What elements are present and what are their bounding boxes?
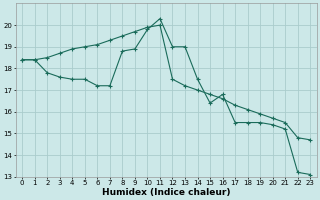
X-axis label: Humidex (Indice chaleur): Humidex (Indice chaleur) bbox=[102, 188, 230, 197]
